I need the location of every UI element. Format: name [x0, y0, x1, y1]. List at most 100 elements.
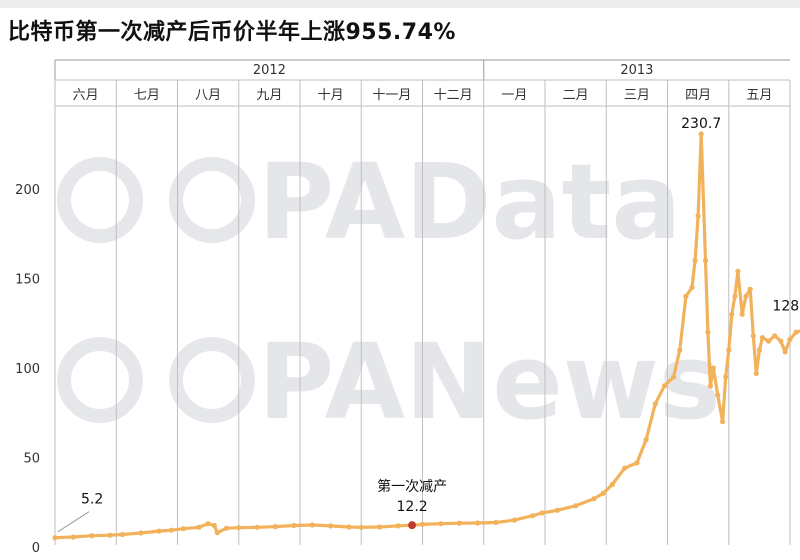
- data-point: [181, 526, 187, 532]
- data-point: [211, 522, 217, 529]
- month-label: 九月: [256, 88, 282, 103]
- data-point: [168, 527, 174, 533]
- y-tick-label: 0: [32, 541, 40, 556]
- chart-title: 比特币第一次减产后币价半年上涨955.74%: [8, 20, 456, 45]
- watermark-text: PANews: [258, 321, 721, 443]
- data-point: [652, 401, 658, 407]
- watermark-logo-icon: [57, 157, 143, 243]
- data-point: [196, 524, 202, 530]
- data-point: [772, 333, 778, 339]
- data-point: [254, 524, 260, 530]
- data-point: [723, 374, 729, 380]
- data-point: [554, 507, 560, 513]
- data-point: [358, 524, 364, 530]
- data-point: [750, 333, 756, 339]
- watermark-logo-icon: [169, 337, 255, 423]
- data-point: [729, 311, 735, 317]
- data-label: 5.2: [81, 492, 103, 508]
- top-band: [0, 0, 800, 8]
- y-tick-label: 150: [15, 273, 40, 288]
- data-point: [223, 525, 230, 531]
- y-tick-label: 50: [23, 452, 40, 467]
- data-point: [778, 338, 784, 344]
- data-point: [377, 524, 383, 530]
- month-label: 六月: [73, 88, 99, 103]
- data-point: [743, 293, 749, 299]
- month-label: 十月: [318, 88, 344, 103]
- month-label: 八月: [195, 88, 221, 103]
- month-label: 十一月: [372, 88, 411, 103]
- y-axis: 0 50 100 150 200: [15, 183, 40, 556]
- data-point: [692, 258, 698, 264]
- data-point: [720, 419, 726, 425]
- data-point: [634, 460, 640, 466]
- grid-layer: [54, 80, 791, 545]
- data-point: [695, 213, 701, 219]
- data-point: [622, 465, 628, 471]
- data-point: [119, 531, 125, 538]
- data-point: [419, 521, 426, 528]
- data-point: [643, 437, 649, 443]
- data-point: [677, 347, 683, 353]
- data-point: [726, 347, 732, 353]
- data-point: [156, 528, 162, 534]
- data-point: [753, 370, 759, 376]
- data-point: [759, 335, 766, 341]
- data-point: [539, 510, 545, 516]
- data-point: [747, 286, 753, 292]
- data-point: [715, 392, 721, 398]
- data-point: [52, 535, 58, 541]
- label-leader-line: [57, 511, 90, 533]
- data-point: [214, 530, 220, 536]
- data-point: [671, 374, 677, 380]
- halving-marker: [408, 521, 417, 530]
- watermark-logo-icon: [169, 157, 255, 243]
- data-point: [89, 533, 95, 539]
- month-label: 十二月: [434, 88, 473, 103]
- watermark-layer: PAData PANews: [57, 141, 721, 443]
- data-label: 230.7: [681, 116, 721, 132]
- data-point: [702, 258, 709, 264]
- month-label: 五月: [746, 88, 772, 103]
- data-point: [395, 523, 401, 529]
- data-point: [272, 524, 279, 530]
- watermark-logo-icon: [57, 337, 143, 423]
- data-point: [236, 525, 242, 531]
- data-point: [328, 523, 334, 529]
- data-point: [782, 349, 788, 355]
- data-point: [609, 481, 616, 487]
- data-label: 12.2: [397, 499, 428, 515]
- label-layer: 5.2 230.7 128.8 第一次减产 12.2: [57, 116, 800, 533]
- data-label: 128.8: [772, 298, 800, 314]
- month-label: 四月: [685, 88, 711, 103]
- month-label: 三月: [624, 88, 650, 103]
- y-tick-label: 200: [15, 183, 40, 198]
- data-point: [438, 521, 444, 527]
- data-point: [683, 293, 689, 299]
- data-point: [138, 530, 144, 536]
- data-point: [707, 383, 714, 389]
- data-point: [698, 131, 704, 137]
- data-point: [475, 520, 481, 526]
- data-point: [107, 532, 113, 538]
- data-point: [766, 338, 772, 344]
- data-point: [309, 522, 315, 528]
- month-label: 二月: [563, 88, 589, 103]
- year-label: 2013: [620, 63, 653, 78]
- data-point: [756, 347, 763, 353]
- halving-annotation: 第一次减产: [377, 478, 447, 495]
- data-point: [732, 293, 738, 299]
- data-point: [591, 496, 597, 502]
- data-point: [793, 329, 799, 335]
- data-point: [787, 336, 793, 342]
- data-point: [530, 513, 536, 519]
- data-point: [735, 268, 741, 274]
- data-point: [739, 311, 745, 317]
- data-point: [70, 534, 76, 540]
- data-point: [710, 365, 717, 371]
- month-label: 七月: [134, 88, 160, 103]
- year-label: 2012: [253, 63, 286, 78]
- data-point: [689, 284, 695, 290]
- data-point: [661, 383, 668, 389]
